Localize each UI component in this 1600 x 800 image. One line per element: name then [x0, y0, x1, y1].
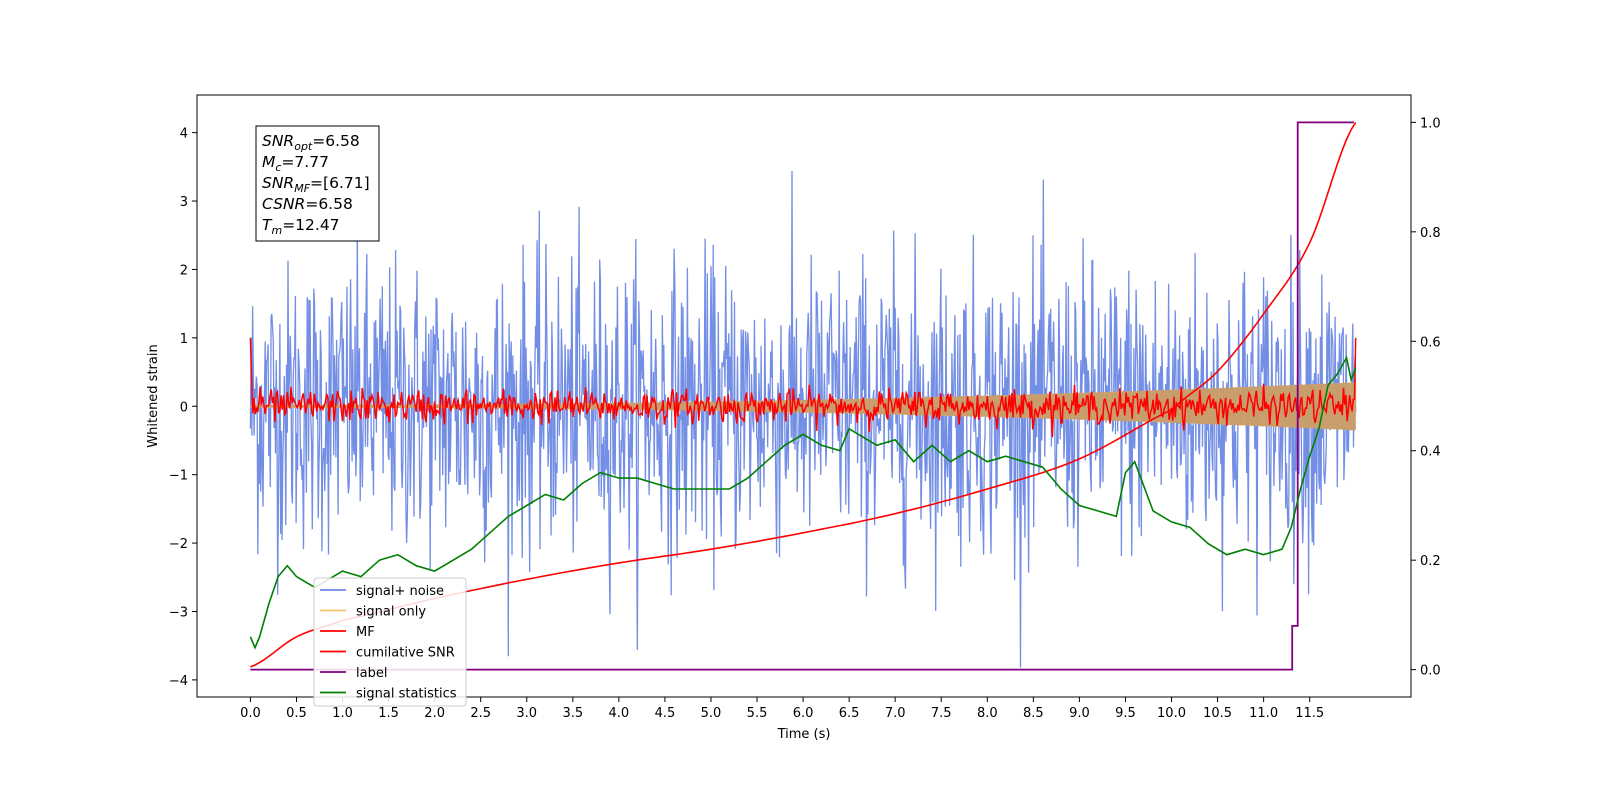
- legend-frame: [313, 577, 467, 707]
- info-value: =12.47: [282, 216, 339, 234]
- plot-frame: [196, 94, 1412, 698]
- y-axis-label: Whitened strain: [146, 344, 161, 447]
- x-tick-label: 4.5: [655, 706, 676, 721]
- x-tick-label: 11.0: [1249, 706, 1278, 721]
- x-axis-label: Time (s): [777, 727, 831, 742]
- series-4-label: [250, 121, 1354, 671]
- info-value: =7.77: [281, 153, 329, 171]
- info-symbol: M: [262, 153, 275, 171]
- series-2-mf: [249, 337, 1357, 438]
- info-subscript: c: [275, 161, 281, 174]
- x-tick-label: 1.0: [332, 706, 353, 721]
- x-tick-label: 7.5: [931, 706, 952, 721]
- info-symbol: T: [262, 216, 273, 234]
- y2-tick-label: 1.0: [1420, 116, 1441, 131]
- x-tick-label: 1.5: [378, 706, 399, 721]
- series-0-signal-plus-noise: [249, 170, 1357, 668]
- series-1-signal-only-band: [250, 382, 1356, 431]
- y-tick-label: 3: [180, 195, 188, 210]
- info-line: CSNR=6.58: [262, 195, 353, 213]
- x-tick-label: 11.5: [1295, 706, 1324, 721]
- legend: signal+ noise signal only MF cumilative SNR…: [313, 577, 467, 707]
- info-value: =[6.71]: [310, 174, 370, 192]
- legend-label: MF: [356, 625, 375, 640]
- y2-tick-label: 0.2: [1420, 554, 1441, 569]
- y-tick-label: −1: [169, 469, 188, 484]
- x-tick-label: 2.0: [424, 706, 445, 721]
- y-tick-label: −3: [169, 605, 188, 620]
- info-subscript: MF: [294, 182, 310, 195]
- x-tick-label: 5.0: [701, 706, 722, 721]
- x-tick-label: 8.0: [977, 706, 998, 721]
- x-tick-label: 9.5: [1115, 706, 1136, 721]
- legend-label: signal only: [356, 605, 426, 620]
- y2-tick-label: 0.0: [1420, 664, 1441, 679]
- info-line: Tm=12.47: [262, 216, 340, 237]
- info-value: =6.58: [312, 132, 360, 150]
- info-subscript: opt: [294, 140, 313, 153]
- y-tick-label: 2: [180, 263, 188, 278]
- x-tick-label: 6.5: [839, 706, 860, 721]
- info-line: SNRMF=[6.71]: [262, 174, 370, 195]
- y2-tick-label: 0.4: [1420, 445, 1441, 460]
- legend-label: signal statistics: [356, 687, 457, 702]
- info-line: SNRopt=6.58: [262, 132, 360, 153]
- legend-label: signal+ noise: [356, 584, 444, 599]
- x-tick-label: 10.5: [1203, 706, 1232, 721]
- info-symbol: CSNR: [262, 195, 305, 213]
- series-5-signal-statistics: [249, 355, 1357, 650]
- y-tick-label: −2: [169, 537, 188, 552]
- x-tick-label: 3.5: [562, 706, 583, 721]
- x-tick-label: 0.0: [240, 706, 261, 721]
- x-tick-label: 0.5: [286, 706, 307, 721]
- axes: 0.0 0.5 1.0 1.5 2.0 2.5 3.0 3.5 4.0 4.5 5.0 5.5 6.0 6…: [146, 94, 1441, 742]
- y2-tick-label: 0.8: [1420, 226, 1441, 241]
- y-tick-label: −4: [169, 674, 188, 689]
- x-tick-label: 2.5: [470, 706, 491, 721]
- info-box-frame: [255, 125, 380, 242]
- legend-label: cumilative SNR: [356, 646, 455, 661]
- x-tick-label: 9.0: [1069, 706, 1090, 721]
- info-symbol: SNR: [262, 132, 294, 150]
- info-line: Mc=7.77: [262, 153, 329, 174]
- x-tick-label: 10.0: [1157, 706, 1186, 721]
- info-box: SNRopt=6.58Mc=7.77SNRMF=[6.71]CSNR=6.58T…: [255, 125, 380, 242]
- x-tick-label: 7.0: [885, 706, 906, 721]
- info-symbol: SNR: [262, 174, 294, 192]
- y2-tick-label: 0.6: [1420, 335, 1441, 350]
- y-tick-label: 1: [180, 332, 188, 347]
- x-tick-label: 8.5: [1023, 706, 1044, 721]
- legend-label: label: [356, 666, 387, 681]
- x-tick-label: 4.0: [609, 706, 630, 721]
- y-tick-label: 4: [180, 127, 188, 142]
- y-tick-label: 0: [180, 400, 188, 415]
- x-tick-label: 3.0: [516, 706, 537, 721]
- info-value: =6.58: [305, 195, 353, 213]
- x-tick-label: 5.5: [747, 706, 768, 721]
- info-subscript: m: [271, 224, 282, 237]
- x-tick-label: 6.0: [793, 706, 814, 721]
